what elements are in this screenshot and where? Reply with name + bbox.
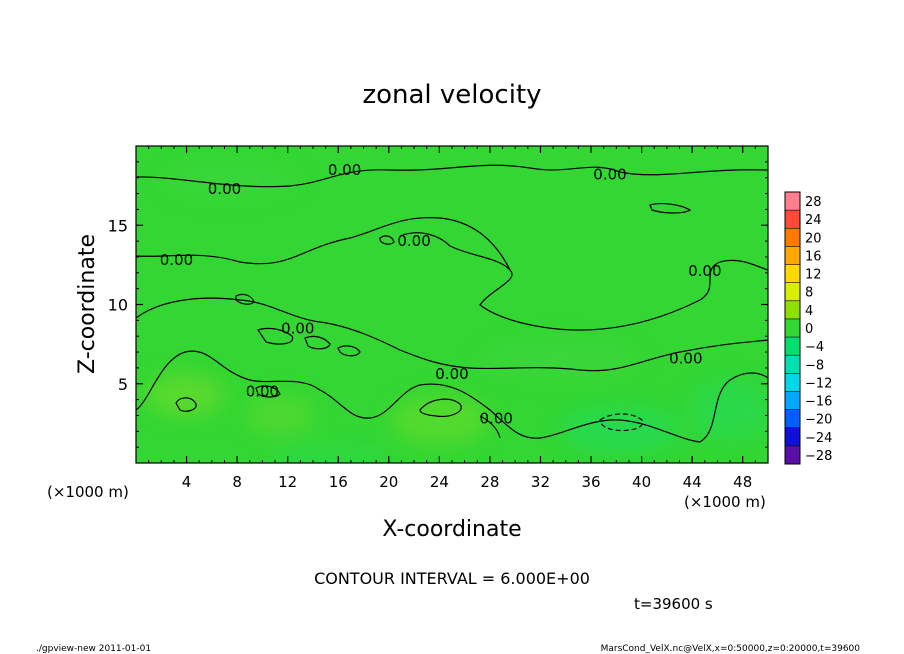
x-tick-label: 12 <box>278 473 297 491</box>
x-axis-label: X-coordinate <box>382 517 521 542</box>
x-axis-unit-left: (×1000 m) <box>47 483 129 501</box>
x-tick-label: 8 <box>232 473 242 491</box>
contour-label: 0.00 <box>328 161 361 179</box>
x-tick-label: 40 <box>632 473 651 491</box>
chart-title: zonal velocity <box>362 80 541 110</box>
x-tick-label: 24 <box>430 473 449 491</box>
y-tick-label: 10 <box>108 296 128 315</box>
colorbar-swatch <box>785 228 800 247</box>
colorbar-swatch <box>785 192 800 211</box>
contour-label: 0.00 <box>160 251 193 269</box>
colorbar-swatch <box>785 210 800 229</box>
x-tick-label: 28 <box>480 473 499 491</box>
colorbar-level-label: −8 <box>805 358 824 373</box>
colorbar-swatch <box>785 337 800 356</box>
colorbar-swatch <box>785 355 800 374</box>
colorbar-swatch <box>785 282 800 301</box>
contour-interval-text: CONTOUR INTERVAL = 6.000E+00 <box>314 569 590 588</box>
y-tick-label: 5 <box>118 375 128 394</box>
colorbar-swatch <box>785 264 800 283</box>
contour-lines <box>136 164 768 443</box>
colorbar-level-label: 0 <box>805 322 813 337</box>
time-label: t=39600 s <box>634 595 713 613</box>
x-tick-label: 4 <box>182 473 192 491</box>
contour-label: 0.00 <box>246 383 279 401</box>
colorbar-level-label: 12 <box>805 268 822 283</box>
y-axis-label: Z-coordinate <box>75 234 100 374</box>
colorbar-level-label: −12 <box>805 376 832 391</box>
x-axis-ticks: 4 8 12 16 20 24 28 32 36 40 44 48 <box>148 146 756 491</box>
y-axis-ticks: 5 10 15 <box>108 161 768 448</box>
contour-label: 0.00 <box>397 232 430 250</box>
contour-label: 0.00 <box>208 180 241 198</box>
colorbar: 28 24 20 16 12 8 4 0 −4 −8 −12 −16 −20 −24 −28 <box>784 191 832 465</box>
colorbar-swatch <box>785 300 800 319</box>
shading-patches <box>145 162 768 463</box>
colorbar-level-label: 8 <box>805 286 813 301</box>
colorbar-level-label: −4 <box>805 340 824 355</box>
colorbar-level-label: −28 <box>805 449 832 464</box>
x-tick-label: 44 <box>683 473 702 491</box>
colorbar-swatch <box>785 391 800 410</box>
colorbar-level-label: −24 <box>805 431 832 446</box>
plot-area: 0.00 0.00 0.00 0.00 0.00 0.00 0.00 0.00 0.00 0.00… <box>135 145 769 464</box>
colorbar-level-label: −16 <box>805 395 832 410</box>
x-axis-unit-right: (×1000 m) <box>684 493 766 511</box>
footer-right: MarsCond_VelX.nc@VelX,x=0:50000,z=0:2000… <box>601 644 861 654</box>
colorbar-swatch <box>785 409 800 428</box>
colorbar-swatch <box>785 445 800 464</box>
contour-label: 0.00 <box>480 410 513 428</box>
footer-left: ./gpview-new 2011-01-01 <box>36 644 151 654</box>
contour-label-group: 0.00 0.00 0.00 0.00 0.00 0.00 0.00 0.00 0.00 0.00… <box>160 161 722 428</box>
x-tick-label: 16 <box>329 473 348 491</box>
x-tick-label: 20 <box>379 473 398 491</box>
contour-label: 0.00 <box>593 166 626 184</box>
contour-label: 0.00 <box>688 262 721 280</box>
contour-label: 0.00 <box>669 349 702 367</box>
colorbar-swatch <box>785 246 800 265</box>
contour-label: 0.00 <box>435 365 468 383</box>
colorbar-level-label: 28 <box>805 195 822 210</box>
colorbar-swatch <box>785 318 800 338</box>
colorbar-level-label: 4 <box>805 304 813 319</box>
x-tick-label: 32 <box>531 473 550 491</box>
y-tick-label: 15 <box>108 216 128 235</box>
colorbar-level-label: −20 <box>805 413 832 428</box>
colorbar-level-label: 16 <box>805 249 822 264</box>
x-tick-label: 36 <box>581 473 600 491</box>
colorbar-level-label: 24 <box>805 213 822 228</box>
contour-label: 0.00 <box>281 319 314 337</box>
colorbar-swatch <box>785 373 800 392</box>
x-tick-label: 48 <box>733 473 752 491</box>
colorbar-level-label: 20 <box>805 231 822 246</box>
colorbar-swatch <box>785 427 800 446</box>
